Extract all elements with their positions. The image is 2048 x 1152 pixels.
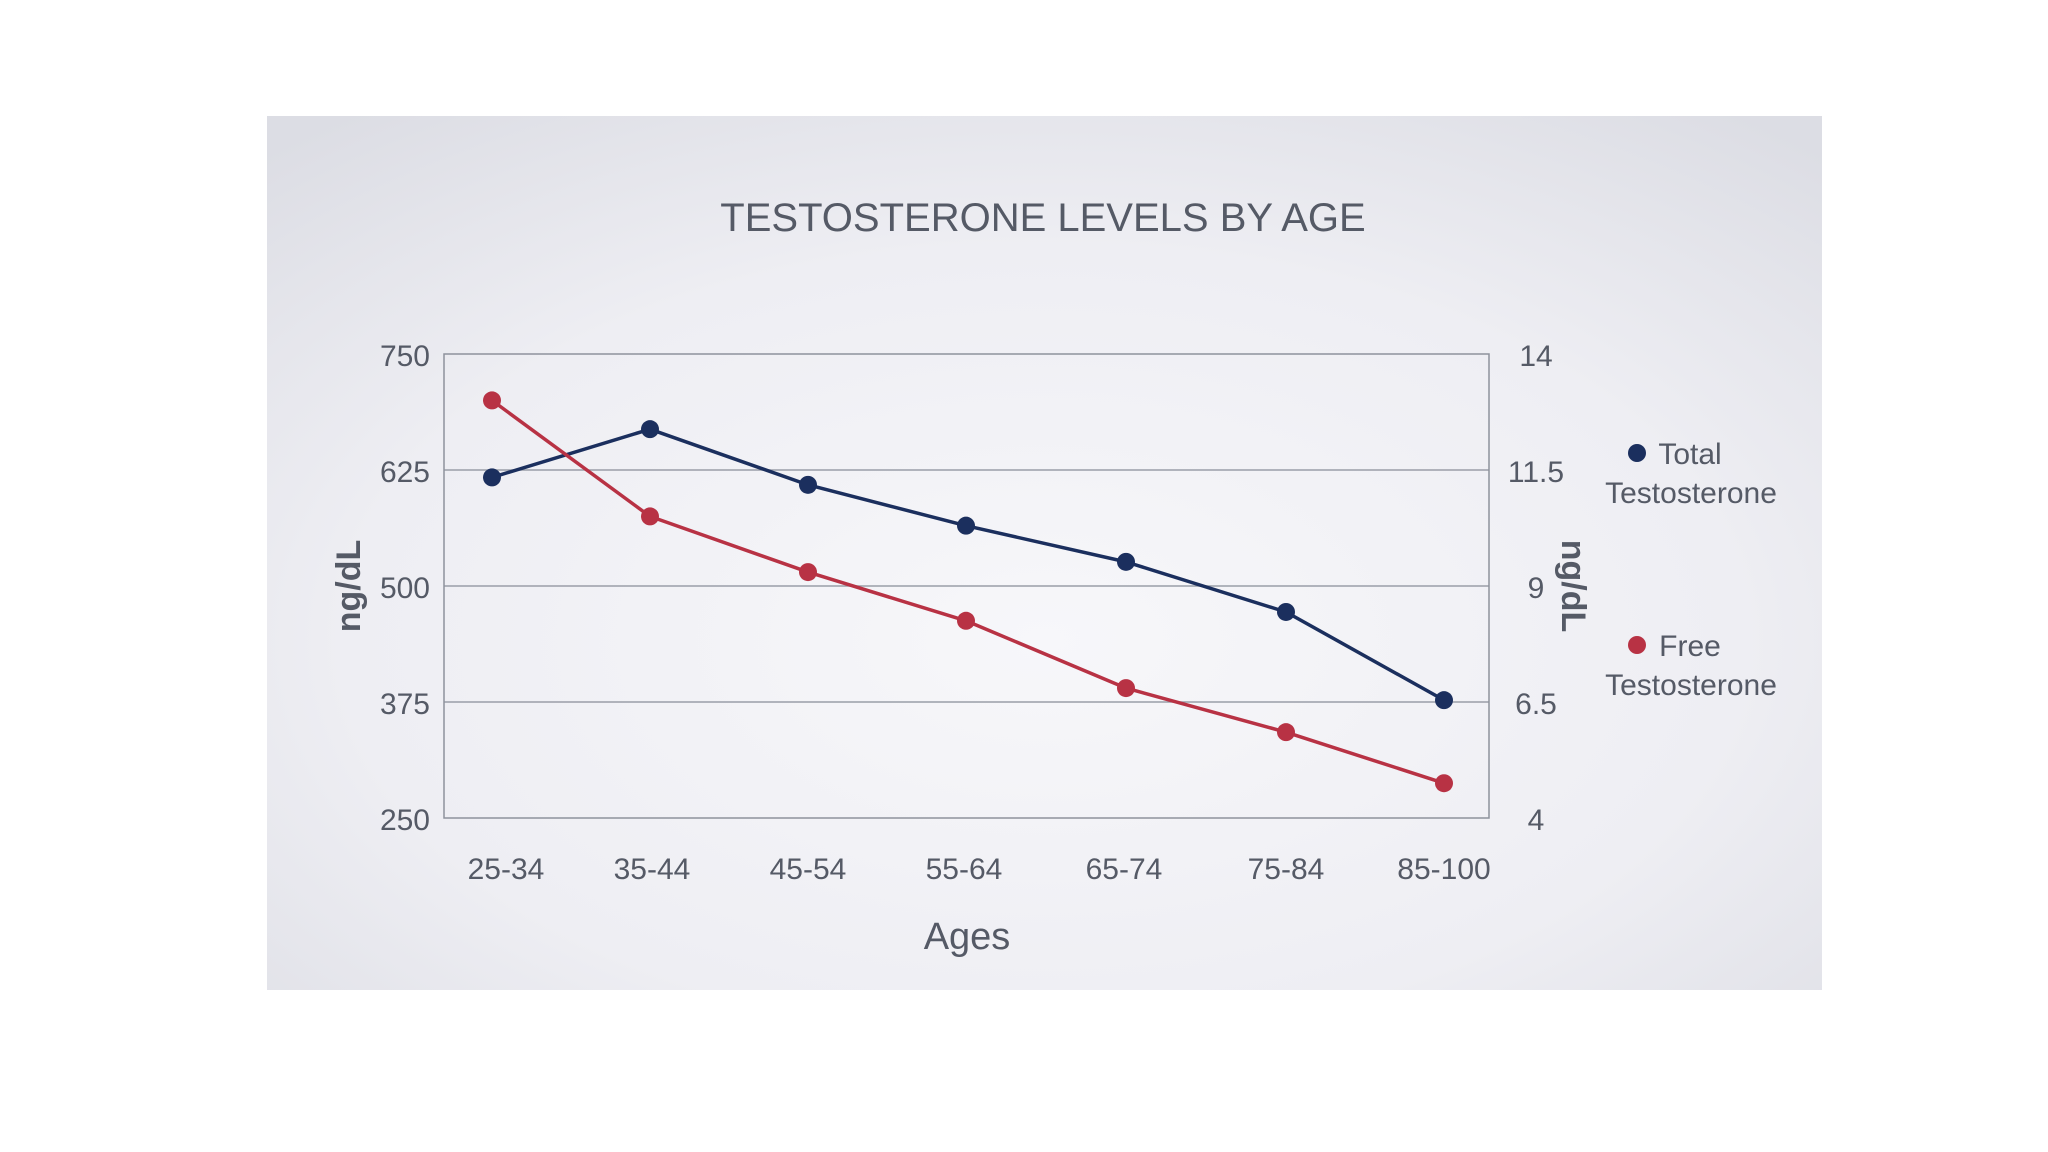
legend-label: Testosterone	[1605, 669, 1777, 702]
chart-title: TESTOSTERONE LEVELS BY AGE	[720, 196, 1365, 240]
data-point	[1117, 552, 1135, 571]
y-left-tick-label: 750	[380, 340, 430, 373]
legend-label: Testosterone	[1605, 477, 1777, 510]
y-right-tick-label: 9	[1528, 572, 1545, 605]
right-axis-ticks: 14 11.5 9 6.5 4	[1508, 340, 1564, 837]
series-lines	[483, 391, 1453, 793]
legend-marker	[1628, 636, 1646, 654]
data-point	[957, 611, 975, 630]
y-left-tick-label: 375	[380, 688, 430, 721]
data-point	[641, 420, 659, 439]
x-tick-label: 45-54	[770, 853, 847, 886]
data-point	[799, 563, 817, 582]
data-point	[1117, 679, 1135, 698]
plot-frame	[443, 353, 1490, 819]
left-axis-ticks: 750 625 500 375 250	[380, 340, 430, 837]
y-right-tick-label: 11.5	[1508, 456, 1564, 489]
y-left-tick-label: 500	[380, 572, 430, 605]
x-tick-label: 85-100	[1397, 853, 1490, 886]
x-tick-label: 55-64	[926, 853, 1003, 886]
x-tick-label: 35-44	[614, 853, 691, 886]
x-tick-label: 75-84	[1248, 853, 1325, 886]
data-point	[1277, 602, 1295, 621]
grid-lines	[444, 469, 1489, 703]
chart-panel	[267, 116, 1822, 990]
data-point	[1435, 774, 1453, 793]
legend-label: Free	[1659, 630, 1721, 663]
data-point	[1435, 691, 1453, 710]
legend: Total Testosterone Free Testosterone	[1605, 438, 1777, 702]
y-right-tick-label: 4	[1528, 804, 1545, 837]
x-tick-label: 25-34	[468, 853, 545, 886]
data-point	[957, 516, 975, 535]
x-tick-label: 65-74	[1086, 853, 1163, 886]
data-point	[483, 468, 501, 487]
y-axis-label-left: ng/dL	[330, 540, 368, 633]
legend-label: Total	[1658, 438, 1721, 471]
data-point	[1277, 723, 1295, 742]
y-right-tick-label: 14	[1519, 340, 1552, 373]
data-point	[799, 475, 817, 494]
data-point	[483, 391, 501, 410]
y-left-tick-label: 250	[380, 804, 430, 837]
y-left-tick-label: 625	[380, 456, 430, 489]
data-point	[641, 507, 659, 526]
y-right-tick-label: 6.5	[1515, 688, 1557, 721]
x-axis-label: Ages	[924, 916, 1011, 958]
x-axis-ticks: 25-34 35-44 45-54 55-64 65-74 75-84 85-100	[468, 853, 1491, 886]
legend-marker	[1628, 444, 1646, 462]
y-axis-label-right: ng/dL	[1554, 540, 1592, 633]
